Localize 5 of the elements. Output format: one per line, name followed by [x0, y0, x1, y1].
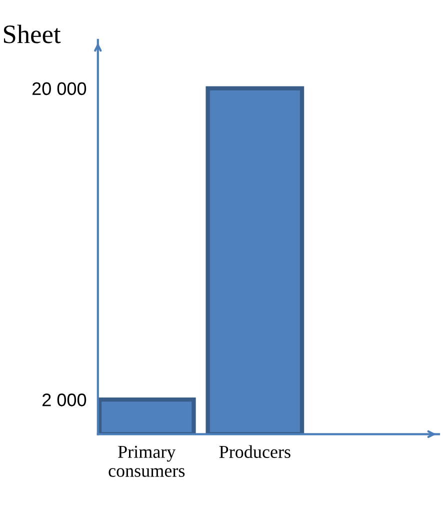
y-tick-label: 2 000 [42, 394, 86, 406]
x-tick-label: Producers [219, 445, 290, 458]
x-tick-label: Primary consumers [108, 446, 185, 477]
y-tick-label: 20 000 [32, 82, 86, 96]
y-axis-title: Sheet [4, 24, 61, 44]
